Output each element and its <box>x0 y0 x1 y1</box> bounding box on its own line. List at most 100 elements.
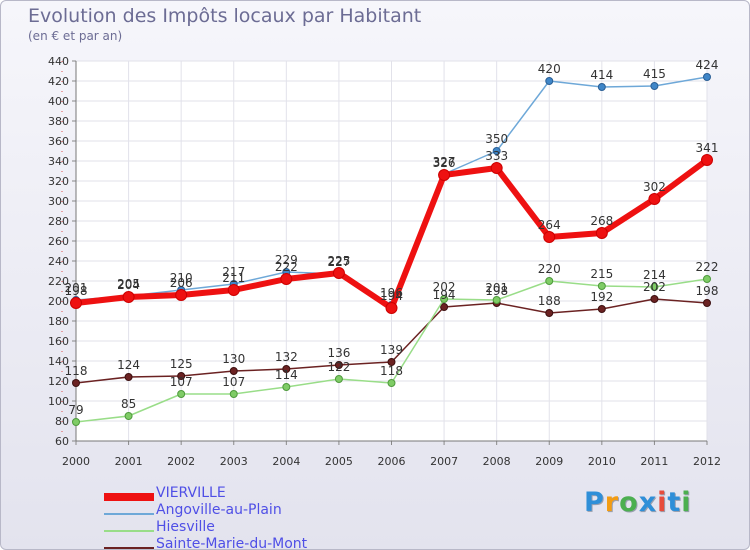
data-label: 414 <box>590 68 613 82</box>
legend-item-angoville: Angoville-au-Plain <box>104 502 364 520</box>
data-point <box>545 277 554 285</box>
y-tick-label: 180 <box>48 315 69 328</box>
data-label: 201 <box>65 281 88 295</box>
data-label: 205 <box>117 277 140 291</box>
legend-swatch-sainte-marie <box>104 547 154 549</box>
data-point <box>440 295 449 303</box>
legend-label-vierville: VIERVILLE <box>156 485 226 501</box>
y-tick-label: 220 <box>48 275 69 288</box>
y-tick-label: 440 <box>48 55 69 68</box>
data-label: 107 <box>222 375 245 389</box>
legend-item-hiesville: Hiesville <box>104 519 364 537</box>
logo-letter: i <box>681 487 692 518</box>
data-point <box>648 193 661 205</box>
y-tick-label: 420 <box>48 75 69 88</box>
proxiti-logo: Proxiti <box>584 487 692 518</box>
logo-letter: r <box>604 487 620 518</box>
data-label: 107 <box>170 375 193 389</box>
y-tick-label: 120 <box>48 375 69 388</box>
data-label: 194 <box>380 289 403 303</box>
data-point <box>650 283 659 291</box>
x-tick-label: 2008 <box>483 455 511 468</box>
data-label: 202 <box>643 280 666 294</box>
y-tick-label: 340 <box>48 155 69 168</box>
data-label: 206 <box>170 276 193 290</box>
y-tick-label: 320 <box>48 175 69 188</box>
data-point <box>72 379 80 387</box>
data-point <box>701 154 713 166</box>
data-point <box>334 361 343 369</box>
data-point <box>280 273 293 285</box>
data-point <box>440 303 449 311</box>
data-label: 139 <box>380 343 403 357</box>
x-tick-label: 2003 <box>220 455 248 468</box>
data-point <box>650 82 659 90</box>
data-label: 350 <box>485 132 508 146</box>
x-tick-label: 2010 <box>588 455 616 468</box>
data-point <box>597 305 606 313</box>
data-point <box>385 302 398 314</box>
data-label: 268 <box>590 214 613 228</box>
legend-item-vierville: VIERVILLE <box>104 485 364 503</box>
data-point <box>438 169 451 181</box>
data-point <box>72 418 80 426</box>
data-label: 202 <box>433 280 456 294</box>
data-label: 198 <box>485 284 508 298</box>
data-label: 85 <box>121 397 136 411</box>
data-label: 222 <box>275 260 298 274</box>
data-point <box>175 289 188 301</box>
legend-swatch-vierville <box>104 493 154 501</box>
x-tick-label: 2000 <box>62 455 90 468</box>
y-tick-label: 380 <box>48 115 69 128</box>
data-label: 327 <box>433 155 456 169</box>
data-label: 118 <box>380 364 403 378</box>
data-label: 118 <box>65 364 88 378</box>
data-label: 125 <box>170 357 193 371</box>
data-label: 214 <box>643 268 666 282</box>
y-tick-label: 160 <box>48 335 69 348</box>
data-point <box>229 367 238 375</box>
data-label: 136 <box>327 346 350 360</box>
data-label: 333 <box>485 149 508 163</box>
data-label: 194 <box>433 288 456 302</box>
data-point <box>595 227 608 239</box>
data-label: 192 <box>590 290 613 304</box>
data-label: 227 <box>327 255 350 269</box>
y-tick-label: 200 <box>48 295 69 308</box>
y-tick-label: 100 <box>48 395 69 408</box>
y-tick-label: 60 <box>55 435 69 448</box>
y-tick-label: 260 <box>48 235 69 248</box>
data-label: 204 <box>117 278 140 292</box>
data-label: 420 <box>538 62 561 76</box>
data-point <box>545 309 554 317</box>
x-tick-label: 2001 <box>115 455 143 468</box>
data-point <box>282 383 291 391</box>
data-label: 122 <box>327 360 350 374</box>
data-point <box>597 282 606 290</box>
data-point <box>490 162 503 174</box>
data-point <box>703 73 711 81</box>
data-point <box>122 291 135 303</box>
data-label: 264 <box>538 218 561 232</box>
data-point <box>282 365 291 373</box>
y-tick-label: 240 <box>48 255 69 268</box>
x-tick-label: 2006 <box>378 455 406 468</box>
data-label: 211 <box>222 271 245 285</box>
legend-label-hiesville: Hiesville <box>156 519 215 535</box>
x-tick-label: 2005 <box>325 455 353 468</box>
data-label: 341 <box>696 141 719 155</box>
data-label: 326 <box>433 156 456 170</box>
y-tick-label: 360 <box>48 135 69 148</box>
data-label: 215 <box>590 267 613 281</box>
data-point <box>229 390 238 398</box>
data-label: 302 <box>643 180 666 194</box>
data-point <box>597 83 606 91</box>
logo-letter: x <box>638 487 658 518</box>
y-tick-label: 280 <box>48 215 69 228</box>
data-label: 222 <box>696 260 719 274</box>
data-point <box>543 231 556 243</box>
data-point <box>332 267 345 279</box>
data-label: 132 <box>275 350 298 364</box>
x-tick-label: 2009 <box>535 455 563 468</box>
data-point <box>387 379 396 387</box>
